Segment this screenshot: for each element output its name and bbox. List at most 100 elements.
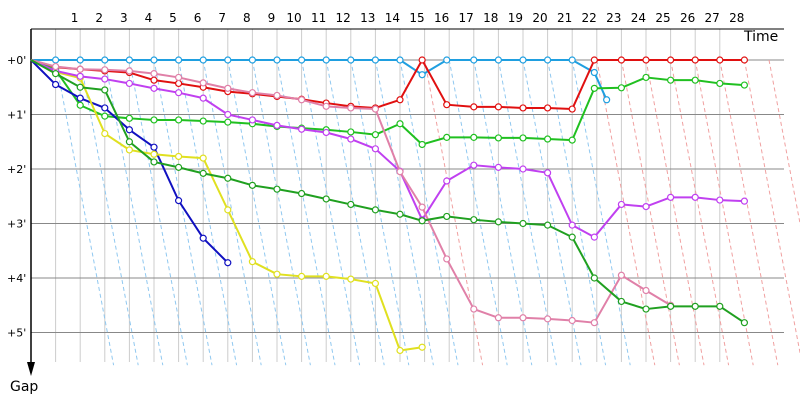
data-point: [298, 189, 306, 198]
data-point: [443, 177, 451, 185]
x-tick-label: 17: [459, 11, 474, 25]
data-point: [125, 126, 133, 134]
lap-diagonal: [547, 59, 607, 366]
data-point: [642, 305, 650, 313]
data-point: [199, 117, 207, 125]
lap-diagonal: [276, 59, 336, 366]
series-line: [30, 59, 745, 324]
data-point: [590, 233, 598, 241]
lap-diagonal: [399, 59, 459, 366]
lap-diagonal: [374, 59, 434, 366]
data-point: [175, 152, 183, 161]
lap-diagonal: [596, 59, 656, 366]
data-point: [224, 84, 232, 92]
data-point: [418, 203, 426, 211]
lap-diagonal: [522, 59, 582, 366]
data-point: [642, 286, 650, 295]
data-point: [175, 73, 183, 82]
data-point: [494, 56, 502, 64]
data-point: [322, 102, 330, 110]
data-point: [371, 105, 379, 113]
data-point: [740, 56, 749, 64]
data-point: [273, 270, 281, 278]
data-point: [224, 118, 232, 126]
data-point: [617, 200, 626, 209]
data-point: [716, 196, 724, 204]
x-tick-label: 11: [311, 11, 326, 25]
x-tick-label: 7: [218, 11, 226, 25]
data-point: [617, 297, 626, 306]
data-point: [224, 206, 232, 214]
data-point: [443, 56, 451, 64]
y-tick-label: +0': [7, 54, 26, 67]
data-point: [101, 112, 109, 120]
lap-diagonal: [768, 59, 800, 226]
data-point: [125, 56, 133, 64]
x-tick-label: 26: [680, 11, 695, 25]
data-point: [519, 314, 527, 322]
data-point: [125, 146, 133, 154]
data-point: [443, 255, 451, 263]
data-point: [125, 114, 133, 122]
data-point: [273, 91, 281, 100]
lap-diagonal: [424, 59, 484, 366]
y-tick-label: +1': [7, 109, 26, 122]
data-point: [716, 56, 724, 64]
axes: Time Gap: [10, 28, 784, 395]
data-point: [248, 258, 256, 266]
data-point: [568, 233, 576, 241]
data-point: [347, 128, 355, 136]
data-point: [101, 129, 109, 138]
data-point: [443, 212, 451, 221]
data-point: [371, 56, 379, 64]
data-point: [470, 161, 478, 169]
data-point: [590, 274, 598, 282]
y-tick-labels: +0' +1' +2' +3' +4' +5': [7, 54, 26, 340]
data-point: [396, 96, 404, 104]
lap-diagonal: [325, 59, 385, 366]
data-point: [603, 96, 611, 104]
data-point: [51, 56, 60, 64]
data-point: [248, 181, 256, 189]
data-point: [322, 195, 330, 203]
data-point: [470, 216, 478, 224]
data-point: [150, 76, 158, 84]
data-point: [568, 56, 576, 64]
data-point: [691, 56, 699, 64]
data-point: [273, 185, 281, 193]
x-tick-label: 8: [243, 11, 251, 25]
data-point: [199, 79, 207, 87]
series-line: [30, 59, 745, 111]
data-point: [199, 169, 207, 177]
x-tick-label: 15: [409, 11, 424, 25]
data-point: [175, 89, 183, 97]
data-point: [347, 200, 355, 209]
data-point: [642, 203, 650, 211]
series-1: [31, 56, 611, 104]
data-point: [347, 56, 355, 64]
lap-diagonal: [301, 59, 361, 366]
data-point: [76, 65, 84, 73]
lap-diagonal: [79, 59, 139, 366]
data-point: [470, 133, 478, 141]
data-point: [568, 105, 576, 113]
data-point: [543, 221, 552, 229]
series-4: [30, 59, 232, 267]
data-point: [543, 56, 552, 64]
data-point: [691, 302, 699, 310]
x-tick-label: 27: [705, 11, 720, 25]
data-point: [470, 305, 478, 313]
data-point: [101, 66, 109, 74]
data-point: [51, 62, 60, 71]
series-line: [30, 59, 423, 352]
data-point: [150, 84, 158, 92]
data-point: [716, 302, 724, 310]
data-point: [519, 165, 527, 173]
data-point: [568, 316, 576, 325]
data-point: [273, 121, 281, 130]
data-point: [519, 56, 527, 64]
data-point: [617, 84, 626, 92]
y-axis-label: Gap: [10, 379, 38, 395]
x-tick-label: 18: [483, 11, 498, 25]
data-point: [470, 56, 478, 64]
